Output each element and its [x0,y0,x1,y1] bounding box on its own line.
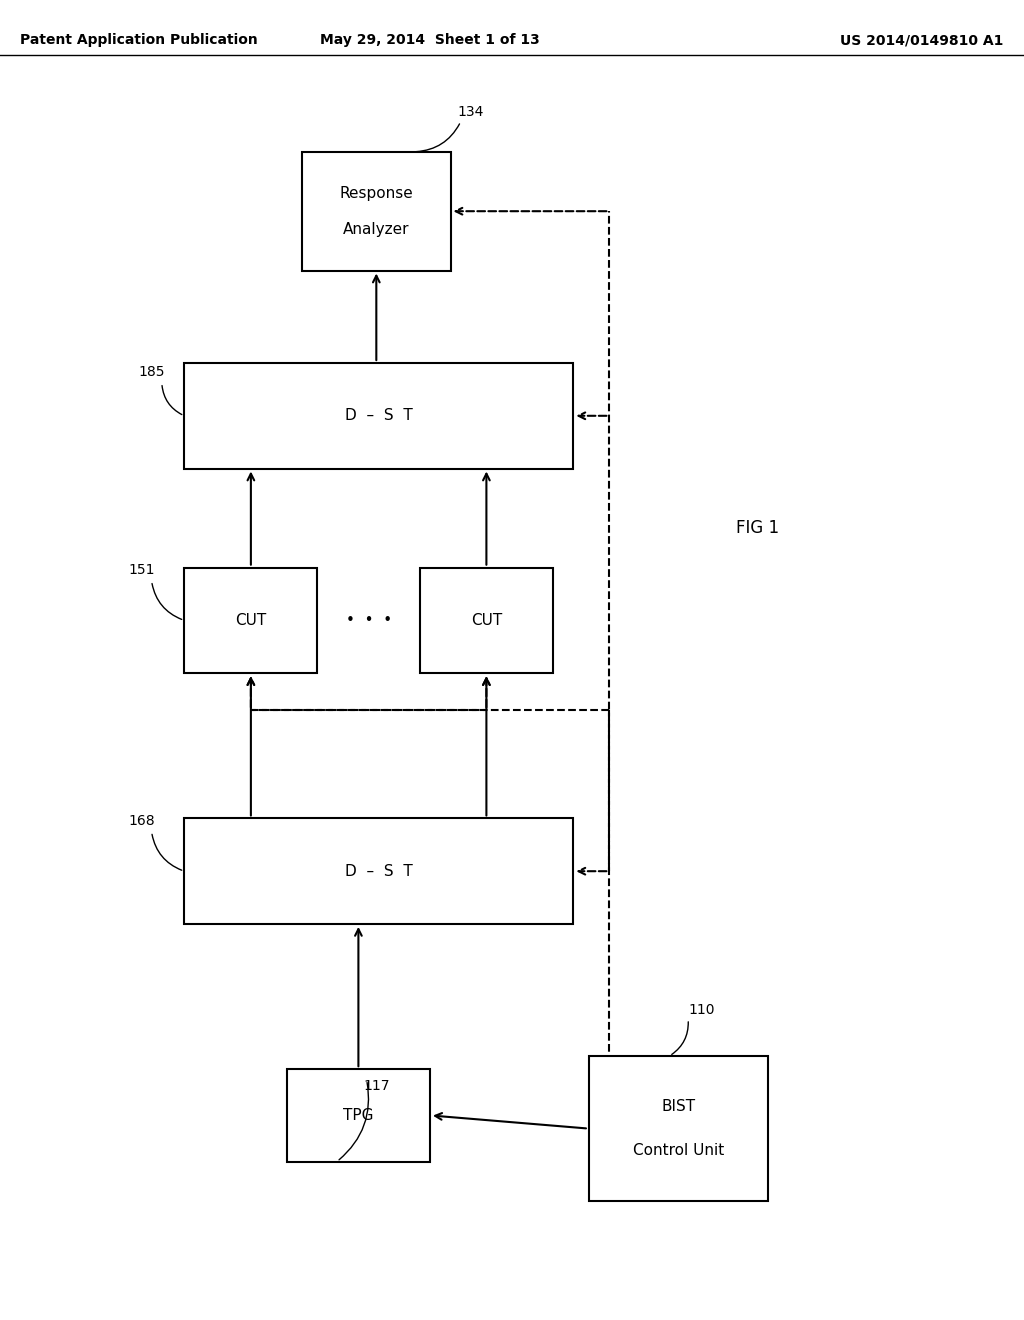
Text: May 29, 2014  Sheet 1 of 13: May 29, 2014 Sheet 1 of 13 [321,33,540,48]
FancyBboxPatch shape [184,818,573,924]
Text: •  •  •: • • • [345,612,392,628]
FancyBboxPatch shape [420,568,553,673]
Text: 110: 110 [688,1003,715,1016]
FancyBboxPatch shape [589,1056,768,1201]
Text: 151: 151 [128,564,155,577]
Text: D  –  S  T: D – S T [345,408,413,424]
Text: Patent Application Publication: Patent Application Publication [20,33,258,48]
FancyBboxPatch shape [302,152,451,271]
Text: CUT: CUT [471,612,502,628]
Text: Response: Response [339,186,414,201]
Text: FIG 1: FIG 1 [736,519,779,537]
Text: BIST: BIST [662,1100,695,1114]
Text: 117: 117 [364,1080,390,1093]
FancyBboxPatch shape [287,1069,430,1162]
FancyBboxPatch shape [184,363,573,469]
Text: 134: 134 [458,106,484,119]
Text: CUT: CUT [236,612,266,628]
Text: D  –  S  T: D – S T [345,863,413,879]
Text: US 2014/0149810 A1: US 2014/0149810 A1 [840,33,1004,48]
Text: 185: 185 [138,366,165,379]
Text: TPG: TPG [343,1107,374,1123]
Text: Control Unit: Control Unit [633,1143,724,1158]
FancyBboxPatch shape [184,568,317,673]
Text: 168: 168 [128,814,155,828]
Text: Analyzer: Analyzer [343,222,410,236]
